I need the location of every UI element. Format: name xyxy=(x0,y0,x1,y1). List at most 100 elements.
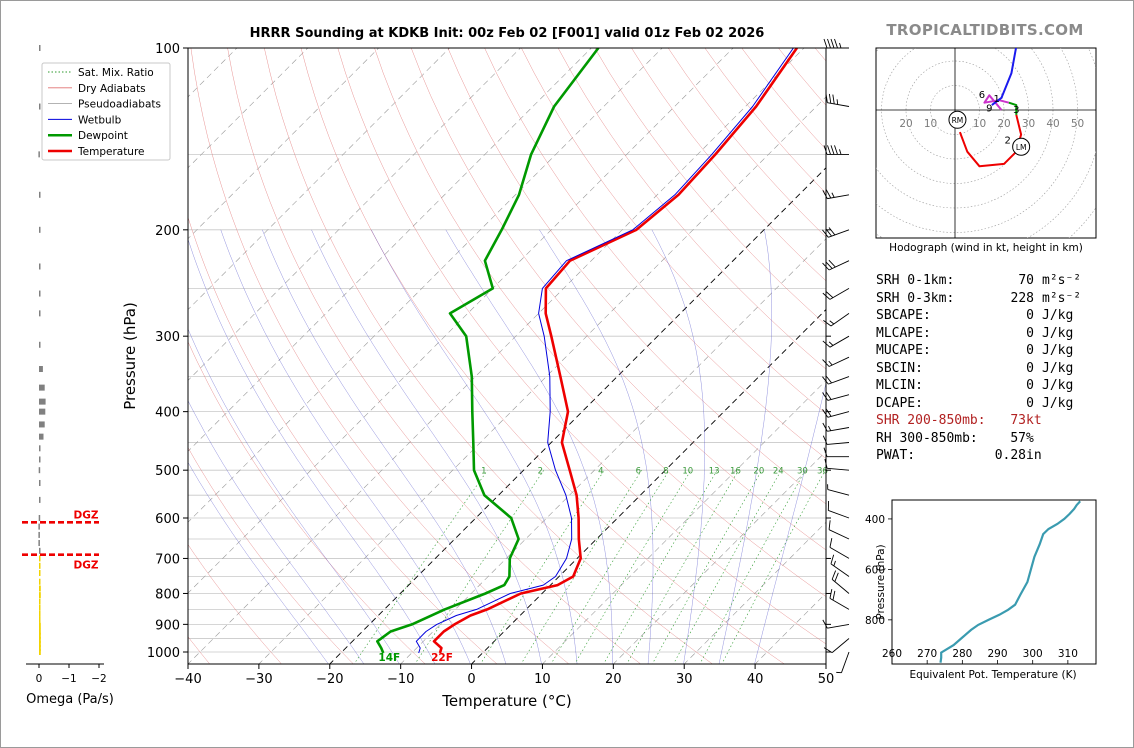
mixing-ratio-line xyxy=(699,470,806,664)
mixing-ratio-line xyxy=(480,470,605,664)
omega-x-tick-label: −1 xyxy=(61,673,76,685)
pseudoadiabat xyxy=(188,238,436,664)
index-row: MLCAPE: 0 J/kg xyxy=(876,325,1096,343)
mixing-ratio-label: 2 xyxy=(538,466,543,476)
barb-full xyxy=(825,261,833,269)
isotherm-line xyxy=(470,308,826,664)
index-row: SRH 0-3km: 228 m²s⁻² xyxy=(876,290,1096,308)
x-tick-label: −40 xyxy=(174,672,201,687)
legend-entry: Pseudoadiabats xyxy=(78,99,161,111)
dry-adiabat xyxy=(521,48,826,414)
x-tick-label: 30 xyxy=(676,672,693,687)
dry-adiabat xyxy=(227,48,642,664)
wind-barb xyxy=(822,422,850,432)
index-value: 0 xyxy=(1026,325,1034,341)
barb-full xyxy=(825,93,828,103)
omega-bar xyxy=(39,645,41,652)
barb-full xyxy=(822,340,831,348)
index-row: MLCIN: 0 J/kg xyxy=(876,377,1096,395)
hodograph-segment-0-1km xyxy=(983,94,1010,111)
theta-e-y-tick-label: 800 xyxy=(865,615,885,627)
omega-bar xyxy=(39,562,41,569)
legend-entry: Dewpoint xyxy=(78,130,128,142)
wind-barb xyxy=(824,458,850,471)
index-value: 0 xyxy=(1026,360,1034,376)
barb-full xyxy=(829,589,833,599)
isotherm-line xyxy=(612,450,826,664)
wind-barb xyxy=(830,554,850,577)
isotherm-line xyxy=(400,238,826,664)
theta-e-x-tick-label: 270 xyxy=(917,648,937,660)
barb-full xyxy=(825,228,832,237)
barb-full xyxy=(829,538,833,548)
index-row: RH 300-850mb: 57% xyxy=(876,430,1096,448)
omega-bar xyxy=(38,523,40,530)
skewt-plot-frame xyxy=(187,47,827,665)
omega-bar xyxy=(39,103,41,110)
omega-bar xyxy=(39,555,41,562)
barb-shaft xyxy=(827,623,850,629)
y-tick-label: 900 xyxy=(155,618,180,633)
mixing-ratio-label: 4 xyxy=(598,466,603,476)
mixing-ratio-label: 24 xyxy=(773,466,784,476)
x-tick-label: 40 xyxy=(747,672,764,687)
mixing-ratio-line xyxy=(520,470,642,664)
wind-barb xyxy=(823,313,850,327)
omega-bar xyxy=(39,341,41,348)
mixing-ratio-line xyxy=(673,470,782,664)
omega-bar xyxy=(39,610,41,617)
dry-adiabat xyxy=(484,48,826,459)
omega-bar xyxy=(39,456,41,463)
pseudoadiabat xyxy=(188,328,400,664)
dry-adiabat xyxy=(188,447,354,664)
omega-bar xyxy=(39,398,46,405)
y-tick-label: 700 xyxy=(155,552,180,567)
barb-half xyxy=(831,192,835,198)
barb-full xyxy=(828,93,832,104)
barb-full xyxy=(822,190,828,199)
barb-full xyxy=(823,447,828,457)
omega-bar xyxy=(39,632,41,639)
barb-full xyxy=(822,435,828,445)
pseudoadiabat xyxy=(754,381,826,664)
hodograph-height-label: 6 xyxy=(979,90,985,101)
hodograph-height-label: 3 xyxy=(1013,105,1019,116)
series-wetbulb-line xyxy=(415,48,794,654)
pseudoadiabat xyxy=(188,400,365,664)
hodograph-panel: 20 10 10 20 30 40 50 1 2 3 69 RM LM xyxy=(875,47,1097,239)
index-label: PWAT: xyxy=(876,448,916,463)
index-unit: J/kg xyxy=(1042,343,1074,358)
pseudoadiabat xyxy=(651,229,705,664)
index-label: SRH 0-3km: xyxy=(876,290,955,306)
isotherm-line xyxy=(683,521,826,664)
barb-shaft xyxy=(827,489,850,496)
barb-shaft xyxy=(841,651,850,673)
mixing-ratio-label: 8 xyxy=(663,466,668,476)
pseudoadiabat xyxy=(262,229,507,664)
barb-full xyxy=(822,262,830,271)
omega-bar xyxy=(39,547,41,554)
barb-half xyxy=(833,560,836,567)
omega-bar xyxy=(39,570,41,577)
omega-bar xyxy=(39,616,41,623)
barb-full xyxy=(824,458,828,469)
wind-barb xyxy=(822,375,850,385)
barb-full xyxy=(834,38,838,49)
barb-full xyxy=(823,320,832,327)
barb-shaft xyxy=(828,356,850,367)
isotherm-line xyxy=(188,48,734,594)
x-tick-label: 50 xyxy=(818,672,835,687)
barb-half xyxy=(829,320,835,325)
mixing-ratio-label: 16 xyxy=(730,466,741,476)
index-label: MUCAPE: xyxy=(876,343,931,358)
barb-shaft xyxy=(827,427,850,432)
index-row: MUCAPE: 0 J/kg xyxy=(876,342,1096,360)
hodograph-segment-3-6km xyxy=(958,114,1023,168)
barb-half xyxy=(839,42,842,49)
theta-e-x-tick-label: 290 xyxy=(987,648,1007,660)
index-unit: J/kg xyxy=(1042,325,1074,341)
series-dewpoint-line xyxy=(375,48,600,654)
storm-motion-label: LM xyxy=(1016,143,1027,152)
index-value: 70 xyxy=(1018,273,1034,288)
barb-shaft xyxy=(829,598,850,610)
